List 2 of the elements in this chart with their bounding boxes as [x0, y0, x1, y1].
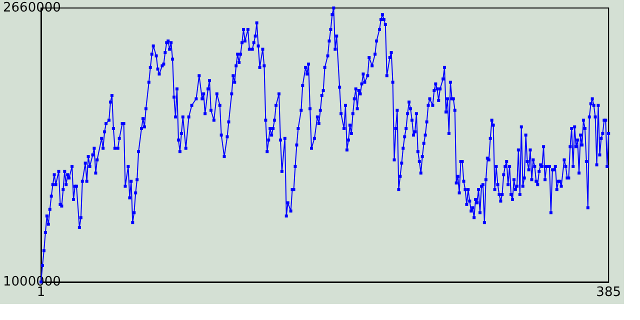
x-tick-label: 385: [596, 285, 622, 300]
y-tick-label: 2660000: [3, 0, 61, 16]
